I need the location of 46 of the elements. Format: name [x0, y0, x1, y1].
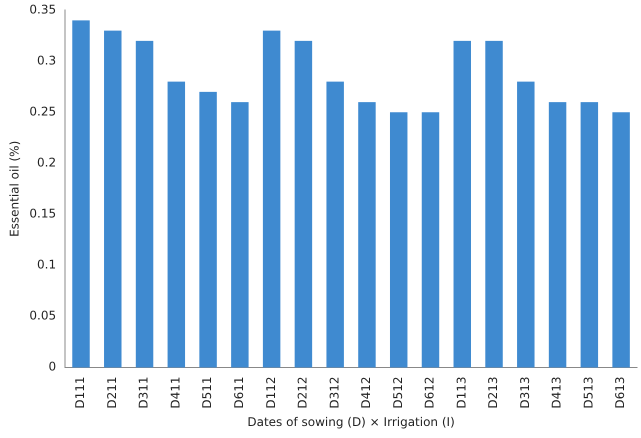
x-tick-label: D411 [168, 376, 182, 409]
x-tick-label: D113 [454, 376, 468, 409]
bar [390, 112, 408, 368]
y-tick-label: 0.25 [29, 104, 56, 118]
x-tick-label: D513 [581, 376, 596, 409]
bar [612, 112, 630, 368]
y-tick-label: 0.3 [37, 53, 56, 68]
bar [136, 40, 154, 368]
x-tick-label: D512 [390, 376, 405, 409]
y-tick-label: 0.2 [37, 155, 56, 170]
x-tick-label: D611 [232, 376, 246, 409]
bar [580, 102, 598, 368]
x-tick-label: D511 [200, 376, 214, 409]
bar [199, 92, 217, 368]
x-tick-label: D212 [296, 376, 310, 409]
x-axis-title: Dates of sowing (D) × Irrigation (I) [247, 414, 455, 429]
y-tick-label: 0.15 [29, 206, 56, 220]
bar [326, 82, 344, 368]
x-tick-label: D312 [327, 376, 342, 409]
bar [231, 102, 249, 368]
y-tick-label: 0.05 [29, 308, 56, 323]
bar [454, 40, 471, 368]
x-tick-label: D111 [73, 376, 88, 409]
bar [485, 40, 503, 368]
x-tick-label: D413 [550, 376, 564, 409]
x-tick-label: D613 [613, 376, 628, 409]
x-tick-label: D612 [422, 376, 437, 409]
x-tick-label: D213 [486, 376, 500, 409]
bar [294, 40, 312, 368]
x-tick-label: D313 [518, 376, 532, 409]
y-axis-title: Essential oil (%) [7, 140, 22, 237]
bar [517, 82, 535, 368]
bar [548, 102, 566, 368]
x-tick-label: D112 [264, 376, 278, 409]
x-tick-label: D311 [136, 376, 151, 409]
bar [168, 82, 186, 368]
bar [104, 30, 122, 368]
y-tick-label: 0.1 [37, 258, 56, 272]
bar [72, 20, 90, 368]
bar [358, 102, 376, 368]
x-tick-label: D211 [104, 376, 119, 409]
x-tick-label: D412 [359, 376, 374, 409]
bar [422, 112, 440, 368]
bar [262, 30, 280, 368]
y-tick-label: 0 [48, 360, 56, 374]
y-tick-label: 0.35 [29, 2, 56, 16]
